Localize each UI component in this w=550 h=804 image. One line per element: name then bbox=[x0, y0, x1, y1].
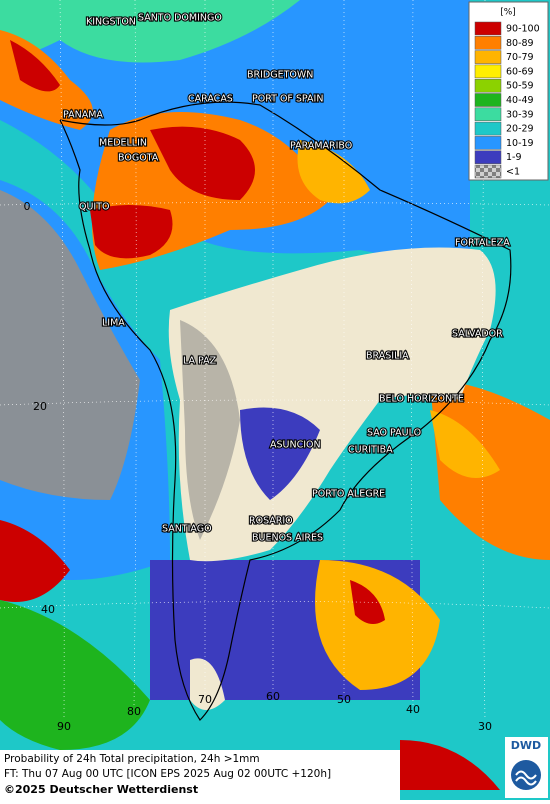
legend-swatch bbox=[474, 78, 502, 93]
graticule bbox=[0, 0, 550, 721]
grid-label: 90 bbox=[57, 720, 71, 733]
legend: 90-100 80-89 70-79 60-69 50-59 40-49 30-39 20-2… bbox=[474, 21, 540, 179]
legend-swatch bbox=[474, 64, 502, 79]
legend-swatch bbox=[474, 21, 502, 36]
caption-line: FT: Thu 07 Aug 00 UTC [ICON EPS 2025 Aug… bbox=[4, 768, 331, 780]
copyright: ©2025 Deutscher Wetterdienst bbox=[4, 783, 198, 796]
grid-label: 0 bbox=[24, 200, 31, 213]
city-label: ROSARIO bbox=[249, 516, 293, 527]
cities: KINGSTON SANTO DOMINGO BRIDGETOWN CARACAS PO… bbox=[62, 11, 511, 544]
terrain bbox=[180, 320, 240, 540]
legend-swatch bbox=[474, 150, 502, 164]
city-label: LIMA bbox=[102, 318, 125, 329]
legend-label: 90-100 bbox=[506, 24, 540, 35]
legend-swatch bbox=[474, 50, 502, 64]
field bbox=[0, 0, 300, 63]
legend-label: 20-29 bbox=[506, 124, 534, 135]
field bbox=[150, 126, 255, 200]
grid-label: 80 bbox=[127, 705, 141, 718]
city-label: BOGOTA bbox=[118, 153, 159, 164]
city-label: QUITO bbox=[79, 202, 110, 213]
legend-swatch bbox=[474, 121, 502, 136]
field bbox=[350, 580, 385, 624]
field bbox=[315, 560, 440, 690]
land bbox=[168, 247, 496, 562]
land bbox=[190, 658, 225, 710]
city-label: SANTIAGO bbox=[162, 524, 212, 535]
logo-text: DWD bbox=[511, 739, 541, 752]
legend-swatch bbox=[474, 93, 502, 107]
grid-label: 70 bbox=[198, 693, 212, 706]
city-label: BUENOS AIRES bbox=[252, 533, 323, 544]
city-label: CARACAS bbox=[188, 94, 233, 105]
grid-label: 30 bbox=[478, 720, 492, 733]
legend-label: 60-69 bbox=[506, 66, 534, 77]
field bbox=[10, 40, 60, 92]
city-label: SAO PAULO bbox=[367, 428, 421, 439]
city-label: KINGSTON bbox=[86, 17, 136, 28]
logo-mark bbox=[515, 770, 537, 786]
grid-labels: 0 20 40 90 80 70 60 50 40 30 bbox=[24, 200, 493, 733]
city-label: SANTO DOMINGO bbox=[138, 13, 222, 24]
legend-label: 10-19 bbox=[506, 138, 534, 149]
legend-swatch bbox=[474, 36, 502, 50]
field bbox=[400, 740, 500, 790]
legend-swatch bbox=[474, 107, 502, 122]
city-label: PANAMA bbox=[63, 110, 103, 121]
field bbox=[0, 600, 150, 750]
city-label: LA PAZ bbox=[183, 356, 217, 367]
legend-label: 50-59 bbox=[506, 81, 534, 92]
legend-label: 80-89 bbox=[506, 38, 534, 49]
grid-label: 40 bbox=[41, 603, 55, 616]
city-label: SALVADOR bbox=[452, 329, 503, 340]
field bbox=[0, 520, 70, 602]
city-label: BELO HORIZONTE bbox=[379, 394, 464, 405]
grid-label: 50 bbox=[337, 693, 351, 706]
legend-swatch bbox=[474, 136, 502, 150]
legend-label: 40-49 bbox=[506, 95, 534, 106]
coastline bbox=[59, 101, 512, 721]
legend-label: 1-9 bbox=[506, 152, 522, 163]
ocean-dry bbox=[0, 190, 140, 500]
city-label: ASUNCION bbox=[270, 440, 321, 451]
city-label: PORTO ALEGRE bbox=[312, 489, 385, 500]
city-label: MEDELLIN bbox=[99, 138, 147, 149]
legend-label: 30-39 bbox=[506, 109, 534, 120]
field bbox=[240, 407, 320, 500]
caption-box bbox=[0, 750, 400, 800]
city-label: PARAMARIBO bbox=[290, 141, 352, 152]
city-label: FORTALEZA bbox=[455, 238, 510, 249]
field bbox=[90, 205, 173, 259]
field bbox=[297, 140, 370, 204]
grid-label: 20 bbox=[33, 400, 47, 413]
legend-label: 70-79 bbox=[506, 52, 534, 63]
city-label: BRIDGETOWN bbox=[247, 70, 313, 81]
legend-label: <1 bbox=[506, 167, 520, 178]
city-label: PORT OF SPAIN bbox=[252, 94, 323, 105]
caption-line: Probability of 24h Total precipitation, … bbox=[4, 753, 260, 765]
city-label: CURITIBA bbox=[348, 445, 393, 456]
grid-label: 40 bbox=[406, 703, 420, 716]
grid-label: 60 bbox=[266, 690, 280, 703]
city-label: BRASILIA bbox=[366, 351, 409, 362]
legend-swatch bbox=[474, 164, 502, 179]
legend-title: [%] bbox=[500, 8, 516, 18]
